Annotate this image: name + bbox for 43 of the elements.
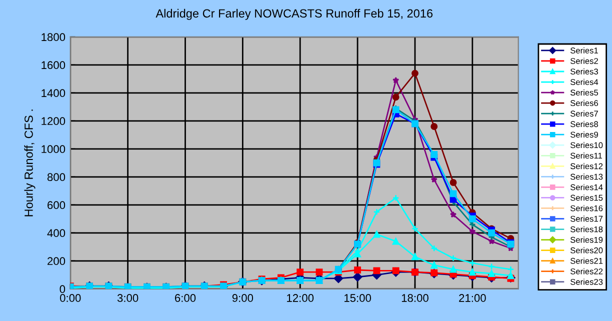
legend-label: Series16 — [570, 205, 603, 212]
legend-label: Series13 — [570, 174, 603, 180]
y-tick-label: 600 — [48, 201, 66, 210]
y-tick-label: 1200 — [42, 117, 66, 126]
x-tick-label: 12:00 — [287, 294, 314, 302]
y-tick-label: 1400 — [42, 89, 66, 98]
legend-label: Series5 — [570, 89, 598, 96]
legend-label: Series17 — [570, 216, 603, 222]
x-tick-label: 15:00 — [344, 294, 372, 302]
x-tick-label: 18:00 — [402, 294, 428, 302]
chart-title: Aldridge Cr Farley NOWCASTS Runoff Feb 15, 2016 — [156, 8, 433, 20]
legend-label: Series3 — [570, 68, 598, 74]
y-tick-label: 1000 — [42, 145, 66, 154]
legend-label: Series19 — [570, 236, 603, 243]
legend-label: Series2 — [570, 58, 598, 64]
legend-label: Series12 — [570, 163, 603, 170]
legend-label: Series6 — [570, 100, 598, 106]
x-tick-label: 3:00 — [117, 294, 138, 302]
legend-label: Series4 — [570, 78, 598, 86]
y-tick-label: 1600 — [42, 61, 66, 70]
x-tick-label: 21:00 — [459, 294, 486, 302]
legend-label: Series7 — [570, 110, 598, 117]
legend-label: Series22 — [570, 268, 603, 274]
x-tick-label: 6:00 — [175, 294, 196, 302]
y-tick-label: 200 — [48, 257, 66, 266]
x-tick-label: 0:00 — [60, 294, 81, 302]
y-axis-title: Hourly Runoff, CFS . — [24, 110, 36, 216]
legend-label: Series20 — [570, 247, 603, 254]
legend-label: Series8 — [570, 120, 598, 128]
x-tick-label: 9:00 — [232, 294, 254, 302]
legend-label: Series9 — [570, 131, 598, 138]
legend-label: Series14 — [570, 184, 603, 190]
legend-label: Series11 — [570, 152, 602, 159]
y-tick-label: 400 — [47, 229, 66, 238]
y-tick-label: 800 — [47, 173, 66, 182]
legend-label: Series21 — [570, 258, 603, 264]
legend-label: Series15 — [570, 194, 603, 201]
y-tick-label: 1800 — [42, 33, 66, 42]
y-tick-label: 0 — [60, 285, 66, 294]
legend-label: Series10 — [570, 142, 603, 148]
legend-label: Series23 — [570, 278, 603, 285]
legend-label: Series18 — [570, 226, 603, 232]
legend-label: Series1 — [570, 47, 598, 54]
